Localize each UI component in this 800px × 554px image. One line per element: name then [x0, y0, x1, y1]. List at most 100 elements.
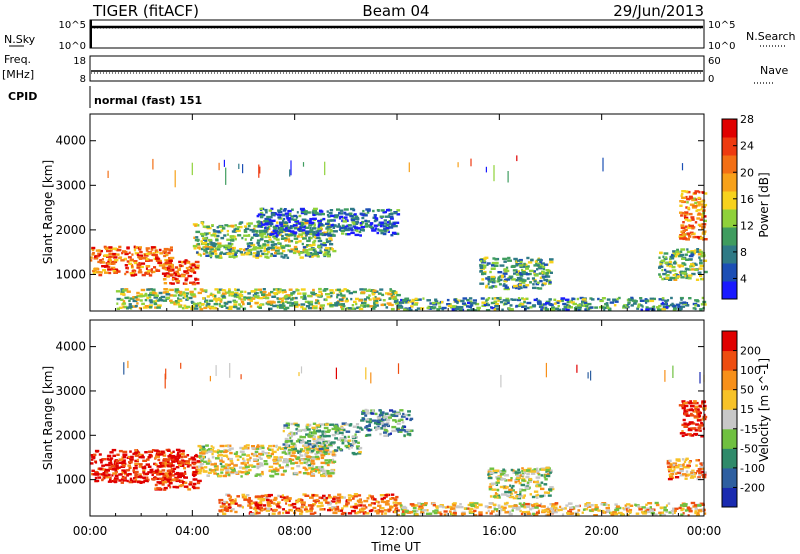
- echo-cell: [314, 446, 317, 449]
- echo-cell: [319, 445, 322, 448]
- echo-cell: [278, 229, 284, 232]
- echo-cell: [469, 507, 474, 511]
- echo-cell: [282, 209, 287, 212]
- echo-cell: [275, 288, 278, 291]
- echo-cell: [536, 264, 540, 267]
- echo-cell: [118, 306, 123, 309]
- echo-cell: [278, 230, 284, 234]
- echo-cell: [250, 238, 253, 241]
- echo-cell: [266, 502, 271, 505]
- echo-cell: [307, 464, 311, 467]
- echo-cell: [494, 307, 500, 311]
- echo-cell: [550, 487, 555, 491]
- echo-cell: [372, 209, 375, 213]
- echo-cell: [219, 298, 223, 301]
- echo-cell: [177, 272, 180, 276]
- echo-cell: [420, 510, 425, 514]
- echo-cell: [112, 270, 117, 273]
- echo-cell: [121, 459, 126, 462]
- echo-cell: [699, 236, 703, 240]
- echo-cell: [295, 241, 298, 244]
- echo-cell: [504, 479, 508, 482]
- echo-cell: [519, 488, 524, 491]
- echo-cell: [128, 466, 131, 470]
- echo-cell: [300, 510, 304, 514]
- echo-cell: [203, 237, 208, 240]
- echo-cell: [698, 415, 702, 418]
- echo-cell: [333, 216, 339, 219]
- echo-cell: [302, 292, 307, 295]
- echo-cell: [116, 297, 122, 301]
- echo-cell: [538, 258, 542, 261]
- echo-cell: [118, 245, 122, 249]
- echo-cell: [385, 501, 389, 504]
- echo-cell: [470, 302, 473, 305]
- echo-cell: [322, 243, 327, 247]
- echo-cell: [481, 266, 487, 269]
- echo-cell: [605, 302, 609, 305]
- echo-cell: [250, 236, 254, 239]
- echo-streak: [258, 164, 260, 178]
- echo-cell: [684, 509, 688, 512]
- echo-cell: [653, 297, 656, 301]
- echo-cell: [161, 472, 164, 475]
- echo-cell: [169, 294, 174, 297]
- echo-cell: [300, 305, 304, 309]
- echo-cell: [251, 248, 257, 251]
- echo-cell: [395, 412, 401, 416]
- echo-cell: [277, 494, 280, 498]
- echo-cell: [353, 300, 357, 304]
- echo-cell: [343, 439, 349, 443]
- echo-cell: [441, 505, 445, 509]
- colorbar-segment: [722, 245, 737, 264]
- echo-cell: [672, 463, 676, 467]
- echo-cell: [345, 213, 350, 216]
- echo-cell: [295, 457, 301, 461]
- echo-cell: [364, 225, 369, 228]
- echo-cell: [275, 229, 279, 232]
- echo-cell: [499, 296, 502, 300]
- echo-cell: [614, 300, 619, 303]
- echo-cell: [685, 206, 688, 209]
- echo-cell: [203, 460, 208, 463]
- echo-cell: [517, 297, 520, 300]
- echo-cell: [503, 283, 506, 286]
- echo-cell: [253, 225, 259, 228]
- echo-cell: [295, 428, 299, 431]
- echo-cell: [138, 452, 141, 456]
- echo-cell: [310, 505, 314, 509]
- echo-cell: [293, 227, 298, 230]
- echo-cell: [293, 447, 297, 451]
- echo-cell: [507, 287, 510, 291]
- echo-cell: [281, 298, 284, 301]
- echo-cell: [311, 457, 316, 460]
- echo-cell: [143, 479, 148, 483]
- echo-cell: [156, 304, 162, 307]
- echo-cell: [225, 509, 229, 512]
- echo-cell: [163, 274, 168, 278]
- echo-cell: [517, 287, 521, 290]
- echo-cell: [701, 402, 704, 405]
- echo-cell: [299, 448, 304, 451]
- echo-cell: [699, 462, 703, 465]
- echo-cell: [136, 253, 140, 256]
- echo-cell: [460, 299, 465, 303]
- echo-cell: [341, 442, 345, 445]
- echo-cell: [422, 297, 425, 300]
- echo-cell: [326, 295, 332, 299]
- echo-cell: [489, 467, 495, 470]
- echo-cell: [299, 512, 303, 515]
- echo-cell: [313, 236, 317, 239]
- echo-cell: [542, 303, 547, 306]
- echo-cell: [496, 488, 500, 492]
- echo-cell: [175, 291, 179, 294]
- echo-cell: [214, 249, 217, 253]
- echo-cell: [493, 482, 498, 485]
- echo-cell: [184, 259, 188, 262]
- echo-cell: [703, 404, 707, 408]
- echo-cell: [338, 290, 342, 293]
- echo-cell: [281, 246, 285, 249]
- echo-cell: [293, 301, 299, 304]
- echo-cell: [224, 467, 228, 470]
- echo-cell: [390, 307, 395, 311]
